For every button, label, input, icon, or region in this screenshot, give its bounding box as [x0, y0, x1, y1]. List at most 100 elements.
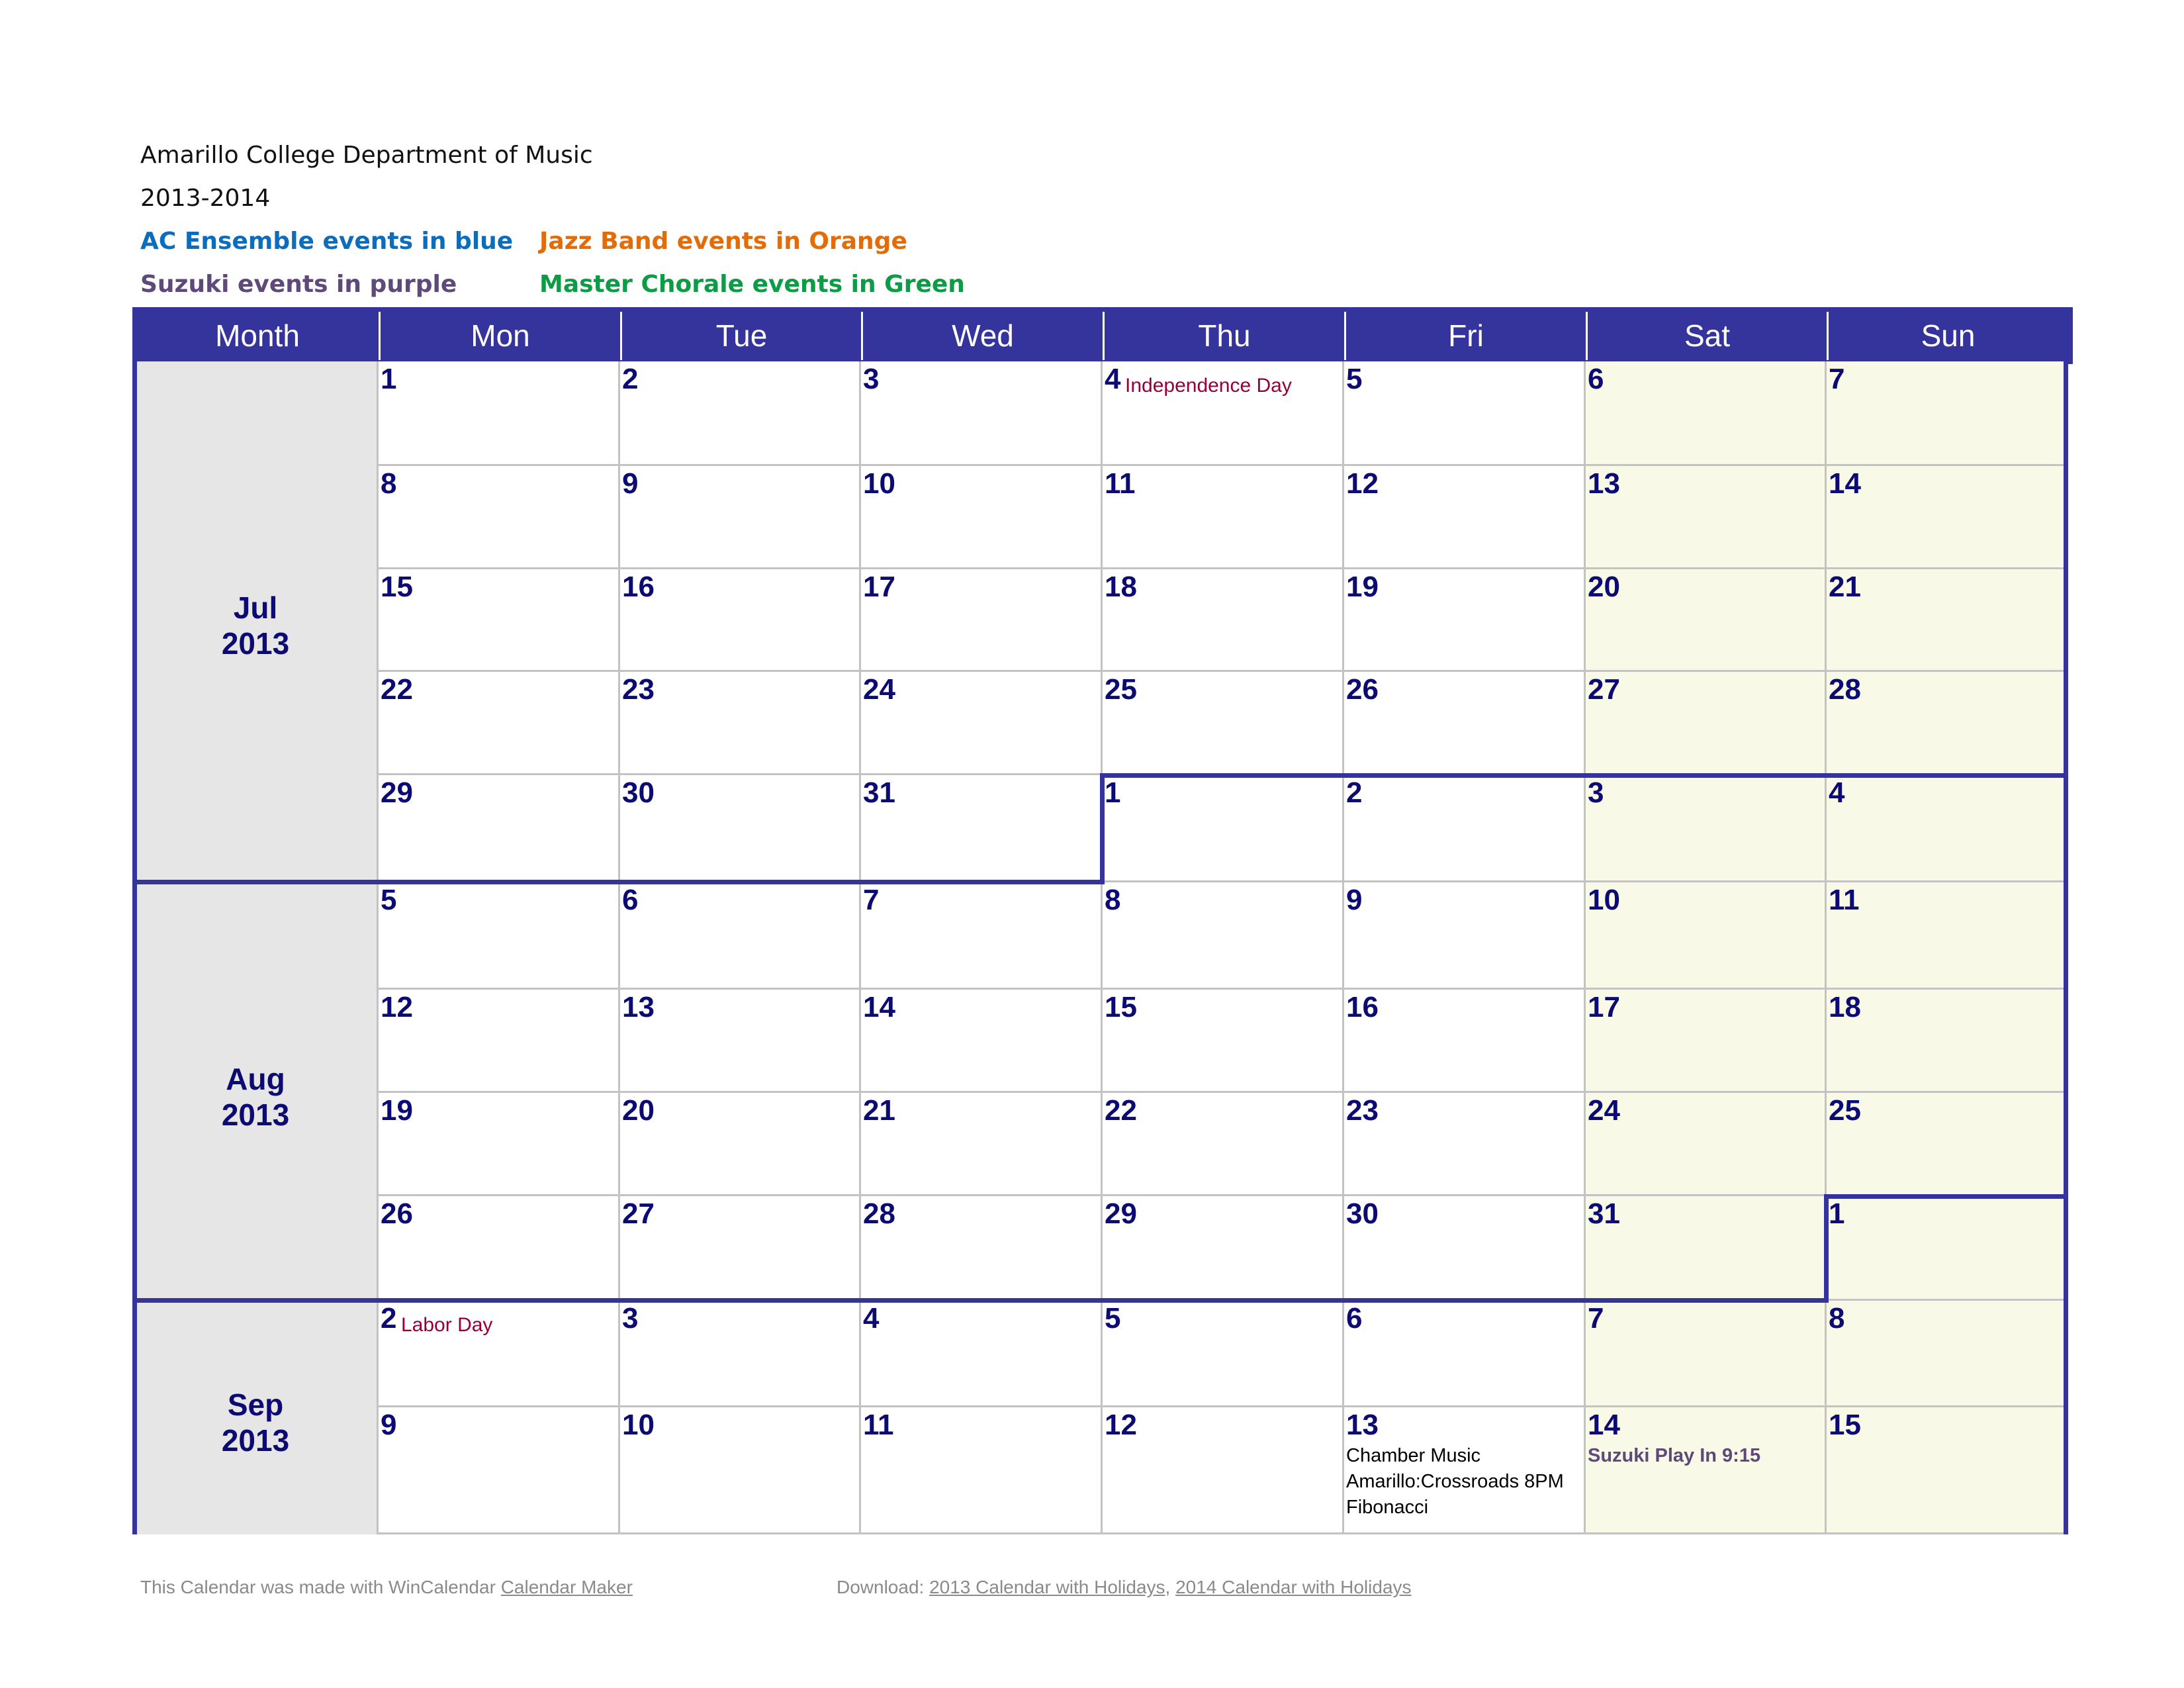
- day-cell[interactable]: 19: [379, 1093, 620, 1196]
- calendar-maker-link[interactable]: Calendar Maker: [500, 1577, 633, 1597]
- day-cell[interactable]: 25: [1103, 672, 1344, 775]
- day-cell[interactable]: 7: [1827, 361, 2068, 466]
- day-cell[interactable]: 12: [379, 990, 620, 1093]
- day-cell[interactable]: 14: [861, 990, 1103, 1093]
- day-cell[interactable]: 10: [1586, 882, 1827, 990]
- month-year: 2013: [221, 1098, 290, 1132]
- day-cell[interactable]: 6: [1586, 361, 1827, 466]
- day-cell[interactable]: 3: [861, 361, 1103, 466]
- column-header-month: Month: [215, 318, 300, 353]
- day-cell[interactable]: 7: [1586, 1301, 1827, 1407]
- day-cell[interactable]: 24: [1586, 1093, 1827, 1196]
- calendar-2014-link[interactable]: 2014 Calendar with Holidays: [1175, 1577, 1412, 1597]
- day-cell[interactable]: 31: [1586, 1196, 1827, 1301]
- day-cell[interactable]: 18: [1827, 990, 2068, 1093]
- day-cell[interactable]: 6: [1344, 1301, 1586, 1407]
- day-cell[interactable]: 15: [1103, 990, 1344, 1093]
- day-cell[interactable]: 22: [1103, 1093, 1344, 1196]
- day-cell[interactable]: 27: [620, 1196, 861, 1301]
- day-cell[interactable]: 19: [1344, 569, 1586, 672]
- day-cell[interactable]: 27: [1586, 672, 1827, 775]
- day-number: 7: [1829, 363, 1845, 395]
- day-number: 13: [1346, 1409, 1379, 1441]
- day-cell[interactable]: 24: [861, 672, 1103, 775]
- day-cell[interactable]: 1: [1103, 775, 1344, 882]
- day-cell[interactable]: 12: [1103, 1407, 1344, 1534]
- event-item[interactable]: Amarillo:Crossroads 8PM: [1346, 1471, 1564, 1492]
- day-cell[interactable]: 3: [1586, 775, 1827, 882]
- day-cell[interactable]: 1: [1827, 1196, 2068, 1301]
- day-cell[interactable]: 10: [861, 466, 1103, 569]
- day-cell[interactable]: 9: [620, 466, 861, 569]
- day-cell[interactable]: 17: [861, 569, 1103, 672]
- day-number: 4: [1829, 776, 1845, 809]
- day-cell[interactable]: 2: [620, 361, 861, 466]
- day-cell[interactable]: 21: [1827, 569, 2068, 672]
- day-cell[interactable]: 20: [1586, 569, 1827, 672]
- day-cell[interactable]: 8: [379, 466, 620, 569]
- day-cell[interactable]: 25: [1827, 1093, 2068, 1196]
- day-cell[interactable]: 8: [1827, 1301, 2068, 1407]
- day-cell[interactable]: 28: [861, 1196, 1103, 1301]
- day-cell[interactable]: 10: [620, 1407, 861, 1534]
- calendar-2013-link[interactable]: 2013 Calendar with Holidays: [929, 1577, 1165, 1597]
- day-number: 14: [1829, 467, 1861, 500]
- day-cell[interactable]: 20: [620, 1093, 861, 1196]
- day-cell[interactable]: 4 Independence Day: [1103, 361, 1344, 466]
- day-cell[interactable]: 14 Suzuki Play In 9:15: [1586, 1407, 1827, 1534]
- day-number: 24: [1588, 1094, 1620, 1127]
- day-cell[interactable]: 26: [1344, 672, 1586, 775]
- day-cell[interactable]: 5: [379, 882, 620, 990]
- day-cell[interactable]: 23: [1344, 1093, 1586, 1196]
- day-cell[interactable]: 31: [861, 775, 1103, 882]
- day-cell[interactable]: 26: [379, 1196, 620, 1301]
- day-cell[interactable]: 4: [1827, 775, 2068, 882]
- footer-download: Download: 2013 Calendar with Holidays, 2…: [837, 1576, 1412, 1599]
- day-cell[interactable]: 16: [1344, 990, 1586, 1093]
- day-cell[interactable]: 13: [620, 990, 861, 1093]
- day-cell[interactable]: 15: [379, 569, 620, 672]
- day-cell[interactable]: 3: [620, 1301, 861, 1407]
- day-cell[interactable]: 5: [1344, 361, 1586, 466]
- day-cell[interactable]: 13 Chamber Music Amarillo:Crossroads 8PM Fi…: [1344, 1407, 1586, 1534]
- day-cell[interactable]: 12: [1344, 466, 1586, 569]
- document-title: Amarillo College Department of Music: [140, 142, 593, 169]
- day-cell[interactable]: 11: [1103, 466, 1344, 569]
- day-number: 6: [622, 884, 639, 916]
- event-item[interactable]: Suzuki Play In 9:15: [1588, 1445, 1761, 1466]
- day-cell[interactable]: 30: [1344, 1196, 1586, 1301]
- day-number: 16: [622, 571, 655, 603]
- day-cell[interactable]: 8: [1103, 882, 1344, 990]
- day-cell[interactable]: 2: [1344, 775, 1586, 882]
- day-cell[interactable]: 11: [861, 1407, 1103, 1534]
- event-item[interactable]: Fibonacci: [1346, 1497, 1429, 1518]
- day-cell[interactable]: 6: [620, 882, 861, 990]
- day-cell[interactable]: 21: [861, 1093, 1103, 1196]
- day-cell[interactable]: 17: [1586, 990, 1827, 1093]
- day-cell[interactable]: 7: [861, 882, 1103, 990]
- day-cell[interactable]: 4: [861, 1301, 1103, 1407]
- day-cell[interactable]: 16: [620, 569, 861, 672]
- day-cell[interactable]: 29: [1103, 1196, 1344, 1301]
- day-cell[interactable]: 15: [1827, 1407, 2068, 1534]
- day-cell[interactable]: 30: [620, 775, 861, 882]
- day-cell[interactable]: 9: [379, 1407, 620, 1534]
- column-header-wed: Wed: [861, 311, 1103, 360]
- day-cell[interactable]: 29: [379, 775, 620, 882]
- footer-made-with-text: This Calendar was made with WinCalendar: [140, 1577, 496, 1597]
- day-cell[interactable]: 2 Labor Day: [379, 1301, 620, 1407]
- day-cell[interactable]: 28: [1827, 672, 2068, 775]
- day-cell[interactable]: 11: [1827, 882, 2068, 990]
- day-number: 4: [1105, 363, 1121, 395]
- day-cell[interactable]: 9: [1344, 882, 1586, 990]
- day-cell[interactable]: 23: [620, 672, 861, 775]
- day-number: 21: [1829, 571, 1861, 603]
- day-cell[interactable]: 1: [379, 361, 620, 466]
- day-cell[interactable]: 22: [379, 672, 620, 775]
- day-cell[interactable]: 5: [1103, 1301, 1344, 1407]
- day-cell[interactable]: 14: [1827, 466, 2068, 569]
- event-item[interactable]: Chamber Music: [1346, 1445, 1481, 1466]
- day-cell[interactable]: 13: [1586, 466, 1827, 569]
- day-cell[interactable]: 18: [1103, 569, 1344, 672]
